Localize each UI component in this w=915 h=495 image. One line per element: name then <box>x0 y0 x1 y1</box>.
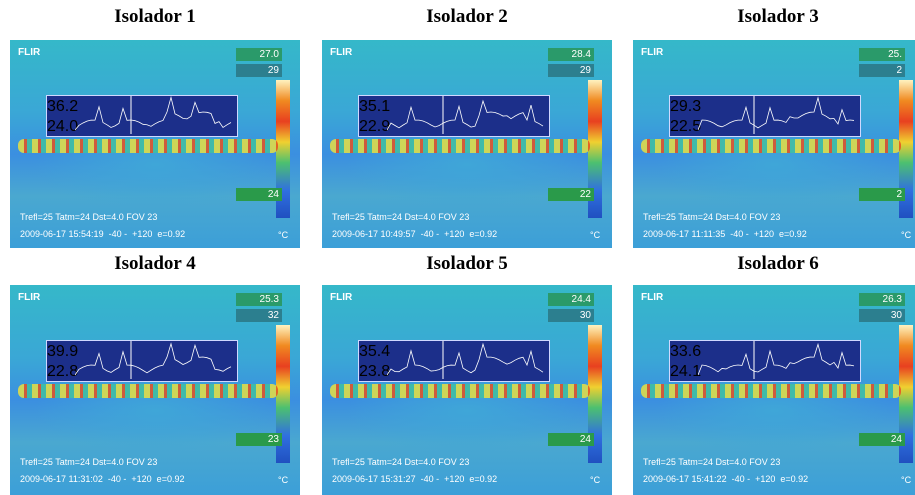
timestamp: 2009-06-17 15:54:19 -40 - +120 e=0.92 <box>20 229 185 239</box>
camera-params: Trefl=25 Tatm=24 Dst=4.0 FOV 23 <box>20 457 157 467</box>
profile-max: 39.9 <box>47 343 78 361</box>
profile-min: 22.8 <box>47 363 78 381</box>
scale-max: 30 <box>859 309 905 322</box>
thermal-image: FLIR 24.4 30 35.4 23.8 24 Trefl=25 Tatm=24 Dst… <box>322 285 612 495</box>
profile-max: 29.3 <box>670 98 701 116</box>
profile-box: 35.4 23.8 <box>358 340 550 382</box>
thermal-image: FLIR 26.3 30 33.6 24.1 24 Trefl=25 Tatm=24 Dst… <box>633 285 915 495</box>
unit: °C <box>278 230 288 240</box>
thermal-image: FLIR 25.3 32 39.9 22.8 23 Trefl=25 Tatm=24 Dst… <box>10 285 300 495</box>
scale-max: 2 <box>859 64 905 77</box>
timestamp: 2009-06-17 11:31:02 -40 - +120 e=0.92 <box>20 474 184 484</box>
spot-temp: 24.4 <box>548 293 594 306</box>
camera-params: Trefl=25 Tatm=24 Dst=4.0 FOV 23 <box>643 212 780 222</box>
timestamp: 2009-06-17 15:41:22 -40 - +120 e=0.92 <box>643 474 808 484</box>
spot-temp: 25.3 <box>236 293 282 306</box>
profile-box: 36.2 24.0 <box>46 95 238 137</box>
profile-min: 22.9 <box>359 118 390 136</box>
profile-curve <box>698 96 858 134</box>
profile-box: 35.1 22.9 <box>358 95 550 137</box>
hot-band <box>330 384 590 398</box>
scale-max: 29 <box>236 64 282 77</box>
camera-params: Trefl=25 Tatm=24 Dst=4.0 FOV 23 <box>643 457 780 467</box>
thermal-image: FLIR 25. 2 29.3 22.5 2 Trefl=25 Tatm=24 Dst=4.… <box>633 40 915 248</box>
figure: Isolador 1 FLIR 27.0 29 36.2 24.0 24 Trefl=25 T… <box>0 0 915 495</box>
unit: °C <box>901 230 911 240</box>
logo: FLIR <box>330 47 352 58</box>
profile-box: 39.9 22.8 <box>46 340 238 382</box>
timestamp: 2009-06-17 10:49:57 -40 - +120 e=0.92 <box>332 229 497 239</box>
panel-title: Isolador 3 <box>633 6 915 28</box>
timestamp: 2009-06-17 11:11:35 -40 - +120 e=0.92 <box>643 229 807 239</box>
profile-box: 33.6 24.1 <box>669 340 861 382</box>
scale-min: 24 <box>236 188 282 201</box>
unit: °C <box>901 475 911 485</box>
camera-params: Trefl=25 Tatm=24 Dst=4.0 FOV 23 <box>332 212 469 222</box>
profile-min: 24.1 <box>670 363 701 381</box>
hot-band <box>641 139 901 153</box>
scale-max: 29 <box>548 64 594 77</box>
scale-min: 2 <box>859 188 905 201</box>
profile-max: 36.2 <box>47 98 78 116</box>
profile-min: 22.5 <box>670 118 701 136</box>
panel-title: Isolador 4 <box>10 253 300 275</box>
profile-max: 35.1 <box>359 98 390 116</box>
hot-band <box>18 139 278 153</box>
profile-curve <box>387 96 547 134</box>
thermal-image: FLIR 27.0 29 36.2 24.0 24 Trefl=25 Tatm=24 Dst… <box>10 40 300 248</box>
profile-box: 29.3 22.5 <box>669 95 861 137</box>
panel-title: Isolador 6 <box>633 253 915 275</box>
hot-band <box>18 384 278 398</box>
logo: FLIR <box>641 292 663 303</box>
scale-min: 24 <box>548 433 594 446</box>
logo: FLIR <box>641 47 663 58</box>
logo: FLIR <box>18 292 40 303</box>
profile-min: 24.0 <box>47 118 78 136</box>
profile-min: 23.8 <box>359 363 390 381</box>
spot-temp: 26.3 <box>859 293 905 306</box>
profile-curve <box>387 341 547 379</box>
hot-band <box>641 384 901 398</box>
thermal-image: FLIR 28.4 29 35.1 22.9 22 Trefl=25 Tatm=24 Dst… <box>322 40 612 248</box>
camera-params: Trefl=25 Tatm=24 Dst=4.0 FOV 23 <box>20 212 157 222</box>
profile-curve <box>698 341 858 379</box>
scale-max: 30 <box>548 309 594 322</box>
panel-title: Isolador 5 <box>322 253 612 275</box>
spot-temp: 28.4 <box>548 48 594 61</box>
timestamp: 2009-06-17 15:31:27 -40 - +120 e=0.92 <box>332 474 497 484</box>
unit: °C <box>590 475 600 485</box>
logo: FLIR <box>18 47 40 58</box>
camera-params: Trefl=25 Tatm=24 Dst=4.0 FOV 23 <box>332 457 469 467</box>
panel-title: Isolador 2 <box>322 6 612 28</box>
scale-min: 24 <box>859 433 905 446</box>
scale-max: 32 <box>236 309 282 322</box>
spot-temp: 25. <box>859 48 905 61</box>
profile-max: 33.6 <box>670 343 701 361</box>
profile-max: 35.4 <box>359 343 390 361</box>
panel-title: Isolador 1 <box>10 6 300 28</box>
profile-curve <box>75 96 235 134</box>
unit: °C <box>590 230 600 240</box>
logo: FLIR <box>330 292 352 303</box>
spot-temp: 27.0 <box>236 48 282 61</box>
hot-band <box>330 139 590 153</box>
profile-curve <box>75 341 235 379</box>
scale-min: 23 <box>236 433 282 446</box>
scale-min: 22 <box>548 188 594 201</box>
unit: °C <box>278 475 288 485</box>
